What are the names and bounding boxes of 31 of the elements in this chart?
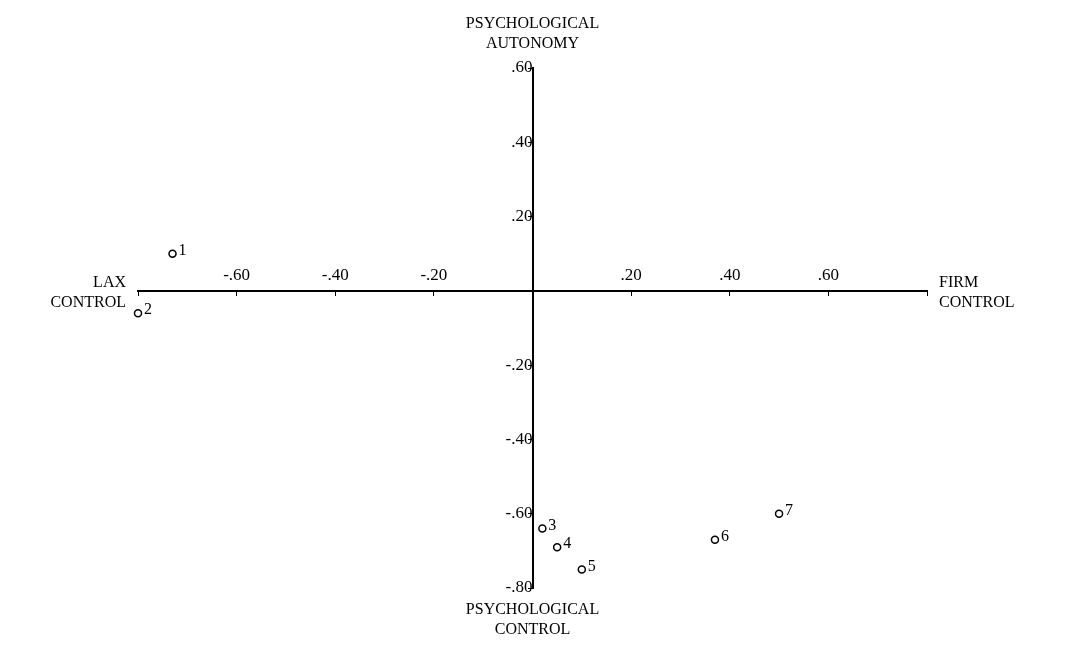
text: FIRM CONTROL [939, 272, 1015, 310]
x-tick-label: -.20 [420, 264, 448, 284]
annotation: 1 [178, 240, 187, 258]
x-tick-label: -.40 [321, 264, 349, 284]
point [133, 308, 143, 318]
y-tick-label: .40 [511, 131, 533, 151]
text: PSYCHOLOGICAL AUTONOMY [465, 14, 600, 51]
y-tick-label: -.40 [505, 428, 533, 448]
x-tick-label: .20 [620, 264, 642, 284]
annotation: 7 [785, 500, 794, 518]
x-tick-label: -.60 [223, 264, 251, 284]
y-tick-label: -.80 [505, 577, 533, 597]
text: LAX CONTROL [50, 272, 127, 310]
y-tick-label: .60 [511, 57, 533, 77]
point [168, 249, 177, 258]
y-tick-label: -.60 [505, 503, 533, 523]
point [774, 509, 784, 518]
annotation: 3 [548, 515, 557, 533]
annotation: 2 [144, 300, 152, 318]
point [577, 565, 587, 574]
annotation: 6 [720, 526, 729, 544]
y-tick-label: .20 [511, 206, 533, 226]
annotation: 4 [563, 534, 572, 552]
x-tick-label: .60 [817, 264, 839, 284]
text: PSYCHOLOGICAL CONTROL [465, 600, 600, 637]
y-tick-label: -.20 [505, 354, 533, 374]
x-tick-label: .40 [719, 264, 741, 284]
annotation: 5 [587, 556, 596, 574]
point [538, 524, 547, 533]
point [552, 542, 562, 552]
point [710, 535, 720, 544]
